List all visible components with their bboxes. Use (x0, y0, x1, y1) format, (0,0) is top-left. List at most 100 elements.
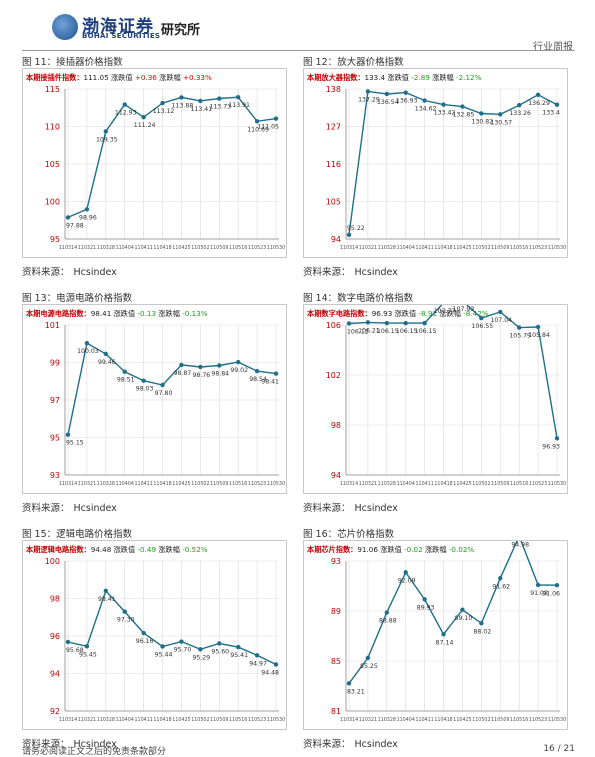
x-tick-label: 110404 (397, 481, 415, 487)
x-tick-label: 110328 (97, 717, 115, 723)
data-point (347, 681, 351, 685)
data-point (460, 608, 464, 612)
data-label: 91.62 (492, 583, 510, 590)
y-tick-label: 98 (50, 595, 60, 604)
data-label: 95.44 (155, 652, 173, 659)
x-tick-label: 110314 (59, 717, 77, 723)
data-label: 95.29 (193, 654, 211, 661)
data-point (104, 129, 108, 133)
data-point (422, 98, 426, 102)
x-tick-label: 110411 (134, 717, 152, 723)
x-tick-label: 110516 (229, 717, 247, 723)
y-tick-label: 127 (326, 123, 341, 132)
data-label: 96.93 (542, 443, 560, 450)
x-tick-label: 110523 (248, 481, 266, 487)
x-tick-label: 110530 (548, 717, 566, 723)
data-point (160, 383, 164, 387)
x-tick-label: 110328 (378, 481, 396, 487)
x-tick-label: 110530 (267, 481, 285, 487)
data-label: 95.15 (66, 440, 84, 447)
data-label: 98.03 (136, 386, 154, 393)
data-point (141, 115, 145, 119)
y-tick-label: 116 (326, 160, 341, 169)
x-tick-label: 110523 (248, 245, 266, 251)
x-tick-label: 110523 (529, 481, 547, 487)
data-label: 99.46 (98, 359, 116, 366)
data-point (366, 656, 370, 660)
data-point (517, 103, 521, 107)
y-tick-label: 93 (50, 471, 60, 480)
data-label: 88.02 (474, 628, 492, 635)
data-label: 91.06 (542, 590, 560, 597)
x-tick-label: 110328 (378, 717, 396, 723)
data-point (274, 662, 278, 666)
data-point (404, 321, 408, 325)
data-point (536, 583, 540, 587)
x-tick-label: 110502 (472, 717, 490, 723)
data-label: 113.91 (228, 102, 250, 109)
x-tick-label: 110502 (191, 481, 209, 487)
y-tick-label: 100 (45, 557, 60, 566)
x-tick-label: 110321 (78, 245, 96, 251)
data-point (66, 215, 70, 219)
x-tick-label: 110411 (415, 481, 433, 487)
data-point (198, 99, 202, 103)
data-point (441, 632, 445, 636)
figure-title: 图 12：放大器价格指数 (303, 54, 404, 68)
series-line (68, 343, 276, 435)
x-tick-label: 110418 (434, 717, 452, 723)
y-tick-label: 97 (50, 396, 60, 405)
x-tick-label: 110314 (340, 481, 358, 487)
y-tick-label: 95 (50, 235, 60, 244)
x-tick-label: 110314 (340, 245, 358, 251)
source-value: Hcsindex (355, 503, 398, 514)
source-label: 资料来源： (303, 503, 351, 514)
x-tick-label: 110523 (529, 717, 547, 723)
data-point (422, 597, 426, 601)
data-label: 112.93 (115, 110, 137, 117)
figure-title: 图 11：接插器价格指数 (22, 54, 123, 68)
data-point (274, 371, 278, 375)
series-line (68, 97, 276, 217)
data-point (536, 93, 540, 97)
source-value: Hcsindex (74, 503, 117, 514)
y-tick-label: 96 (50, 632, 60, 641)
data-point (236, 645, 240, 649)
source-note: 资料来源：Hcsindex (303, 264, 398, 278)
data-point (498, 310, 502, 314)
x-tick-label: 110328 (97, 245, 115, 251)
data-label: 89.10 (455, 615, 473, 622)
x-tick-label: 110418 (434, 481, 452, 487)
line-chart: 本期电源电路指数：98.41 涨跌值 -0.13 涨跌幅 -0.13%93959… (23, 305, 286, 493)
data-label: 97.30 (117, 617, 135, 624)
x-tick-label: 110530 (548, 245, 566, 251)
data-point (198, 365, 202, 369)
data-label: 95.41 (230, 652, 248, 659)
x-tick-label: 110321 (359, 717, 377, 723)
x-tick-label: 110425 (172, 717, 190, 723)
x-tick-label: 110404 (116, 717, 134, 723)
x-tick-label: 110425 (453, 481, 471, 487)
chart-legend: 本期接插件指数：111.05 涨跌值 +0.36 涨跌幅 +0.33% (26, 73, 212, 82)
data-point (274, 116, 278, 120)
data-point (422, 321, 426, 325)
x-tick-label: 110418 (434, 245, 452, 251)
x-tick-label: 110418 (153, 481, 171, 487)
data-point (385, 321, 389, 325)
data-point (179, 639, 183, 643)
data-label: 106.15 (415, 328, 437, 335)
y-tick-label: 102 (326, 371, 341, 380)
data-point (479, 111, 483, 115)
data-label: 89.93 (417, 604, 435, 611)
data-label: 94.48 (261, 670, 279, 677)
y-tick-label: 95 (50, 434, 60, 443)
data-point (141, 631, 145, 635)
y-tick-label: 94 (331, 471, 341, 480)
y-tick-label: 81 (331, 707, 341, 716)
data-point (179, 95, 183, 99)
data-label: 98.87 (174, 370, 192, 377)
x-tick-label: 110321 (359, 481, 377, 487)
page-footer: 请务必阅读正文之后的免责条款部分 16 / 21 (22, 744, 575, 757)
source-label: 资料来源： (22, 503, 70, 514)
